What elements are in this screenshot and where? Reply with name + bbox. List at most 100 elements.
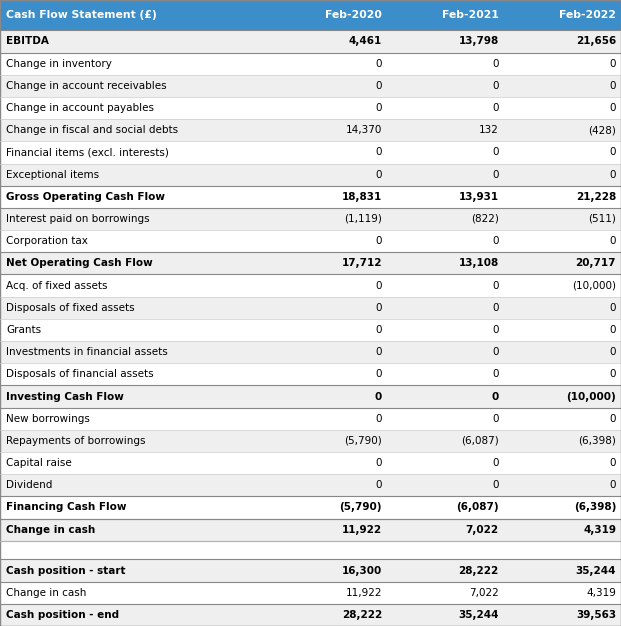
Text: Repayments of borrowings: Repayments of borrowings [6,436,146,446]
Text: 0: 0 [610,458,616,468]
Bar [504,518,621,541]
Bar [0,518,270,541]
Text: (1,119): (1,119) [344,214,382,224]
Text: 0: 0 [610,236,616,246]
Bar [504,582,621,604]
Bar [270,408,387,430]
Bar [387,518,504,541]
Bar [504,0,621,31]
Bar [270,274,387,297]
Text: 0: 0 [376,81,382,91]
Text: 0: 0 [376,147,382,157]
Text: Disposals of financial assets: Disposals of financial assets [6,369,154,379]
Bar [270,74,387,97]
Text: 11,922: 11,922 [345,588,382,598]
Bar [270,97,387,119]
Bar [0,208,270,230]
Bar [504,541,621,560]
Bar [387,582,504,604]
Text: 0: 0 [492,325,499,335]
Bar [387,408,504,430]
Bar [0,274,270,297]
Bar [0,430,270,452]
Text: Cash Flow Statement (£): Cash Flow Statement (£) [6,10,157,20]
Text: (6,398): (6,398) [578,436,616,446]
Text: 0: 0 [376,458,382,468]
Text: 16,300: 16,300 [342,565,382,575]
Bar [270,541,387,560]
Bar [0,97,270,119]
Bar [0,408,270,430]
Text: 0: 0 [492,103,499,113]
Text: Change in account receivables: Change in account receivables [6,81,167,91]
Text: Corporation tax: Corporation tax [6,236,88,246]
Bar [270,208,387,230]
Text: Cash position - start: Cash position - start [6,565,125,575]
Text: 13,798: 13,798 [458,36,499,46]
Text: Exceptional items: Exceptional items [6,170,99,180]
Bar [270,604,387,626]
Bar [270,297,387,319]
Text: Gross Operating Cash Flow: Gross Operating Cash Flow [6,192,165,202]
Text: Grants: Grants [6,325,42,335]
Text: Net Operating Cash Flow: Net Operating Cash Flow [6,259,153,269]
Bar [504,31,621,53]
Bar [387,208,504,230]
Text: 7,022: 7,022 [469,588,499,598]
Text: Disposals of fixed assets: Disposals of fixed assets [6,303,135,313]
Text: New borrowings: New borrowings [6,414,90,424]
Text: 11,922: 11,922 [342,525,382,535]
Text: (511): (511) [588,214,616,224]
Bar [0,541,270,560]
Text: 0: 0 [492,81,499,91]
Bar [0,31,270,53]
Text: 17,712: 17,712 [342,259,382,269]
Text: 0: 0 [376,369,382,379]
Bar [504,252,621,274]
Text: 0: 0 [376,480,382,490]
Text: EBITDA: EBITDA [6,36,49,46]
Text: (5,790): (5,790) [344,436,382,446]
Text: 0: 0 [492,369,499,379]
Bar [0,230,270,252]
Text: 4,319: 4,319 [586,588,616,598]
Bar [387,319,504,341]
Bar [270,518,387,541]
Bar [270,119,387,141]
Bar [0,163,270,186]
Bar [270,386,387,408]
Bar [387,430,504,452]
Bar [504,230,621,252]
Text: 0: 0 [610,303,616,313]
Text: Cash position - end: Cash position - end [6,610,119,620]
Bar [504,119,621,141]
Text: 0: 0 [610,103,616,113]
Text: 0: 0 [492,347,499,357]
Bar [387,97,504,119]
Text: 4,461: 4,461 [348,36,382,46]
Text: Change in fiscal and social debts: Change in fiscal and social debts [6,125,178,135]
Bar [270,186,387,208]
Bar [0,474,270,496]
Text: (10,000): (10,000) [566,391,616,401]
Text: 0: 0 [376,103,382,113]
Bar [387,31,504,53]
Bar [0,452,270,474]
Text: 0: 0 [492,59,499,69]
Bar [387,297,504,319]
Bar [387,274,504,297]
Text: 0: 0 [610,325,616,335]
Bar [504,604,621,626]
Text: 18,831: 18,831 [342,192,382,202]
Bar [504,363,621,386]
Text: 0: 0 [610,59,616,69]
Text: Interest paid on borrowings: Interest paid on borrowings [6,214,150,224]
Text: 0: 0 [376,303,382,313]
Bar [387,186,504,208]
Bar [504,297,621,319]
Bar [504,74,621,97]
Bar [387,74,504,97]
Bar [270,230,387,252]
Bar [504,386,621,408]
Bar [387,560,504,582]
